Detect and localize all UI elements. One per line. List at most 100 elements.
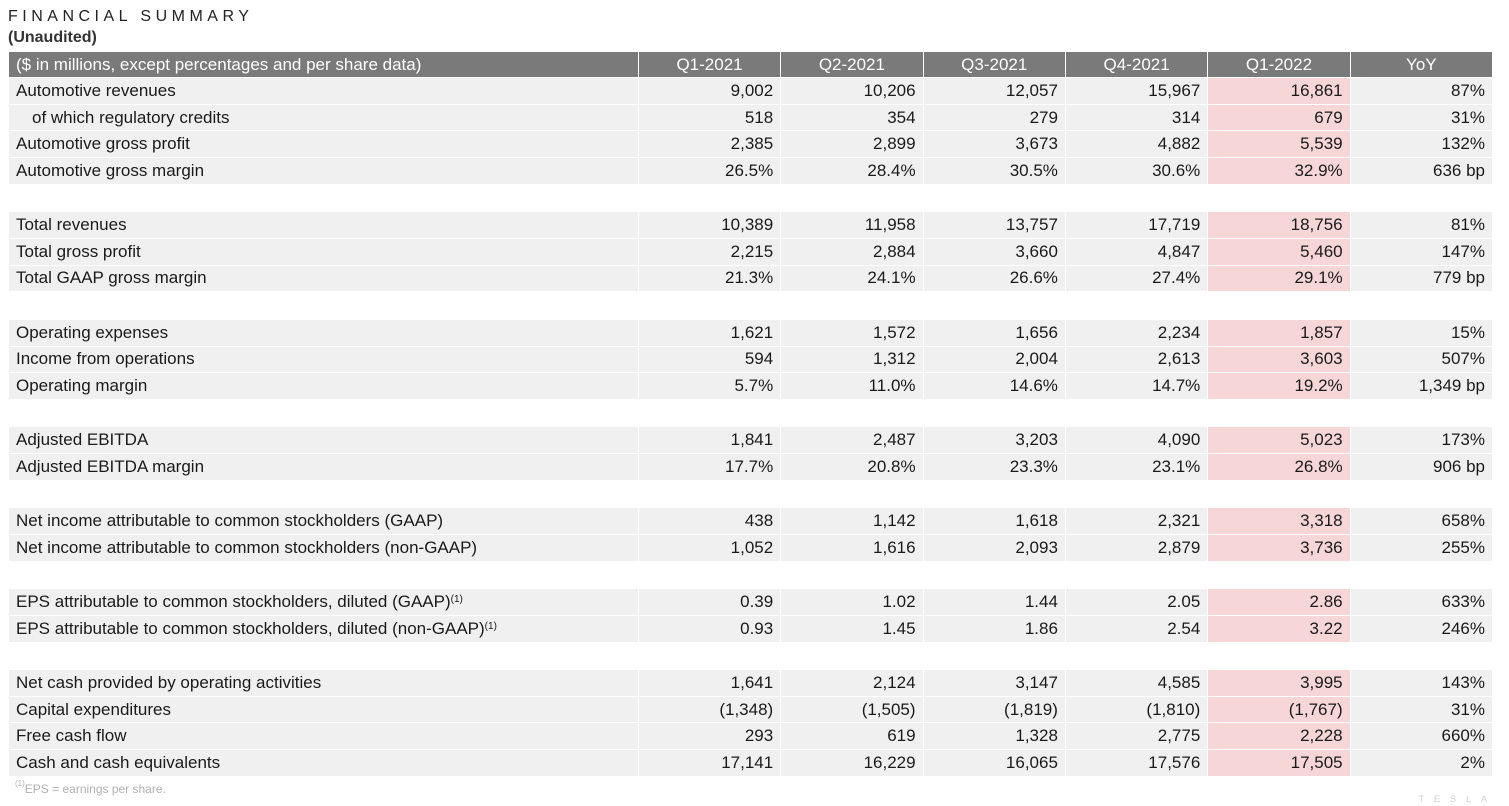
table-cell: 2,613 (1064, 346, 1207, 373)
page-title: FINANCIAL SUMMARY (8, 8, 254, 25)
table-cell: 14.6% (922, 373, 1065, 399)
table-cell: 255% (1349, 534, 1492, 561)
table-cell: 0.39 (637, 589, 780, 615)
row-label-text: Income from operations (16, 349, 195, 369)
row-label: Adjusted EBITDA margin (9, 454, 638, 480)
table-cell: 1,616 (780, 534, 922, 561)
header-col: Q1-2022 (1207, 52, 1349, 77)
table-cell: 1,656 (922, 319, 1065, 346)
row-label: Income from operations (9, 347, 638, 373)
table-cell: 23.3% (922, 454, 1065, 480)
table-cell: 4,585 (1064, 670, 1207, 696)
row-label-text: Total revenues (16, 215, 127, 235)
table-cell: 3,203 (922, 427, 1065, 454)
table-cell-highlighted: 3.22 (1207, 615, 1350, 642)
table-cell: 15% (1349, 319, 1492, 346)
brand-logo: TESLA (1418, 794, 1497, 804)
row-label: Automotive revenues (9, 78, 638, 104)
row-label-text: Automotive gross profit (16, 134, 190, 154)
table-cell: 2,004 (922, 346, 1065, 373)
table-cell: 2,775 (1064, 723, 1207, 750)
table-row: Cash and cash equivalents 17,141 16,229 16,… (9, 750, 1492, 777)
table-row: Income from operations 594 1,312 2,004 2,613… (9, 346, 1492, 374)
row-label: Total revenues (9, 212, 638, 238)
table-cell-highlighted: 3,995 (1207, 670, 1350, 696)
table-cell: 23.1% (1064, 454, 1207, 480)
table-cell: 1,572 (780, 319, 922, 346)
table-cell: 17.7% (637, 454, 780, 480)
row-label-text: Cash and cash equivalents (16, 752, 221, 772)
table-cell: 906 bp (1349, 454, 1492, 480)
table-cell-highlighted: (1,767) (1207, 696, 1350, 723)
row-label-text: Total GAAP gross margin (16, 268, 207, 288)
table-cell: 15,967 (1064, 78, 1207, 104)
table-cell: 1,618 (922, 508, 1065, 534)
table-cell-highlighted: 29.1% (1207, 265, 1350, 292)
table-cell: 314 (1064, 104, 1207, 131)
row-label: of which regulatory credits (9, 105, 638, 131)
table-cell: 1.44 (922, 589, 1065, 615)
table-cell: 293 (637, 723, 780, 750)
table-cell: 13,757 (922, 212, 1065, 238)
footnote-text: EPS = earnings per share. (24, 782, 166, 796)
table-cell: 87% (1349, 78, 1492, 104)
group-spacer (9, 399, 1492, 428)
footnote: (1)EPS = earnings per share. (15, 780, 166, 797)
table-cell: (1,810) (1064, 696, 1207, 723)
table-cell: 594 (637, 346, 780, 373)
row-label: EPS attributable to common stockholders,… (16, 618, 497, 638)
table-cell: 143% (1349, 670, 1492, 696)
page-subtitle: (Unaudited) (8, 29, 97, 46)
table-cell: 11.0% (780, 373, 922, 399)
table-cell: 21.3% (637, 265, 780, 292)
table-cell: 17,576 (1064, 750, 1207, 776)
table-cell: 658% (1349, 508, 1492, 534)
table-row: Automotive revenues 9,002 10,206 12,057 15,9… (9, 78, 1492, 105)
table-cell: 636 bp (1349, 158, 1492, 184)
table-row: Automotive gross margin 26.5% 28.4% 30.5% 30… (9, 158, 1492, 185)
row-label: Automotive gross margin (9, 158, 638, 184)
table-cell: 4,882 (1064, 131, 1207, 158)
table-cell: 173% (1349, 427, 1492, 454)
row-label-text: Adjusted EBITDA (16, 430, 149, 450)
table-cell: 660% (1349, 723, 1492, 750)
table-cell: 1,349 bp (1349, 373, 1492, 399)
table-cell: 779 bp (1349, 265, 1492, 292)
table-cell: 16,229 (780, 750, 922, 776)
table-cell: 31% (1349, 104, 1492, 131)
row-label: Operating margin (9, 373, 638, 399)
table-cell: 1,841 (637, 427, 780, 454)
table-cell: 2.54 (1064, 615, 1207, 642)
header-col: Q3-2021 (922, 52, 1065, 77)
table-cell-highlighted: 5,023 (1207, 427, 1350, 454)
table-cell: 4,847 (1064, 238, 1207, 265)
row-label-text: Operating margin (16, 376, 148, 396)
table-row: Adjusted EBITDA 1,841 2,487 3,203 4,090 5,023… (9, 427, 1492, 455)
row-label-text: Capital expenditures (16, 699, 171, 719)
table-cell: 1,328 (922, 723, 1065, 750)
table-cell: 17,141 (637, 750, 780, 776)
table-cell-highlighted: 3,736 (1207, 534, 1350, 561)
table-cell: 2,879 (1064, 534, 1207, 561)
table-row: Capital expenditures (1,348) (1,505) (1,819… (9, 696, 1492, 724)
table-cell: 1,641 (637, 670, 780, 696)
table-cell: 1.02 (780, 589, 922, 615)
table-cell: 279 (922, 104, 1065, 131)
table-cell: 2.05 (1064, 589, 1207, 615)
table-cell: 633% (1349, 589, 1492, 615)
row-label-text: Operating expenses (16, 322, 169, 342)
financial-summary-table: ($ in millions, except percentages and p… (9, 52, 1492, 777)
table-cell: 30.5% (922, 158, 1065, 184)
table-row: Net income attributable to common stockh… (9, 508, 1492, 535)
table-cell: 2,487 (780, 427, 922, 454)
table-cell: 24.1% (780, 265, 922, 292)
table-row: Net income attributable to common stockh… (9, 534, 1492, 562)
table-cell: 2,124 (780, 670, 922, 696)
table-cell-highlighted: 16,861 (1207, 78, 1350, 104)
row-label: Capital expenditures (9, 697, 638, 723)
table-cell: 10,389 (637, 212, 780, 238)
table-cell: 246% (1349, 615, 1492, 642)
table-cell-highlighted: 5,460 (1207, 238, 1350, 265)
table-row: EPS attributable to common stockholders,… (9, 615, 1492, 643)
table-cell: 2,385 (637, 131, 780, 158)
